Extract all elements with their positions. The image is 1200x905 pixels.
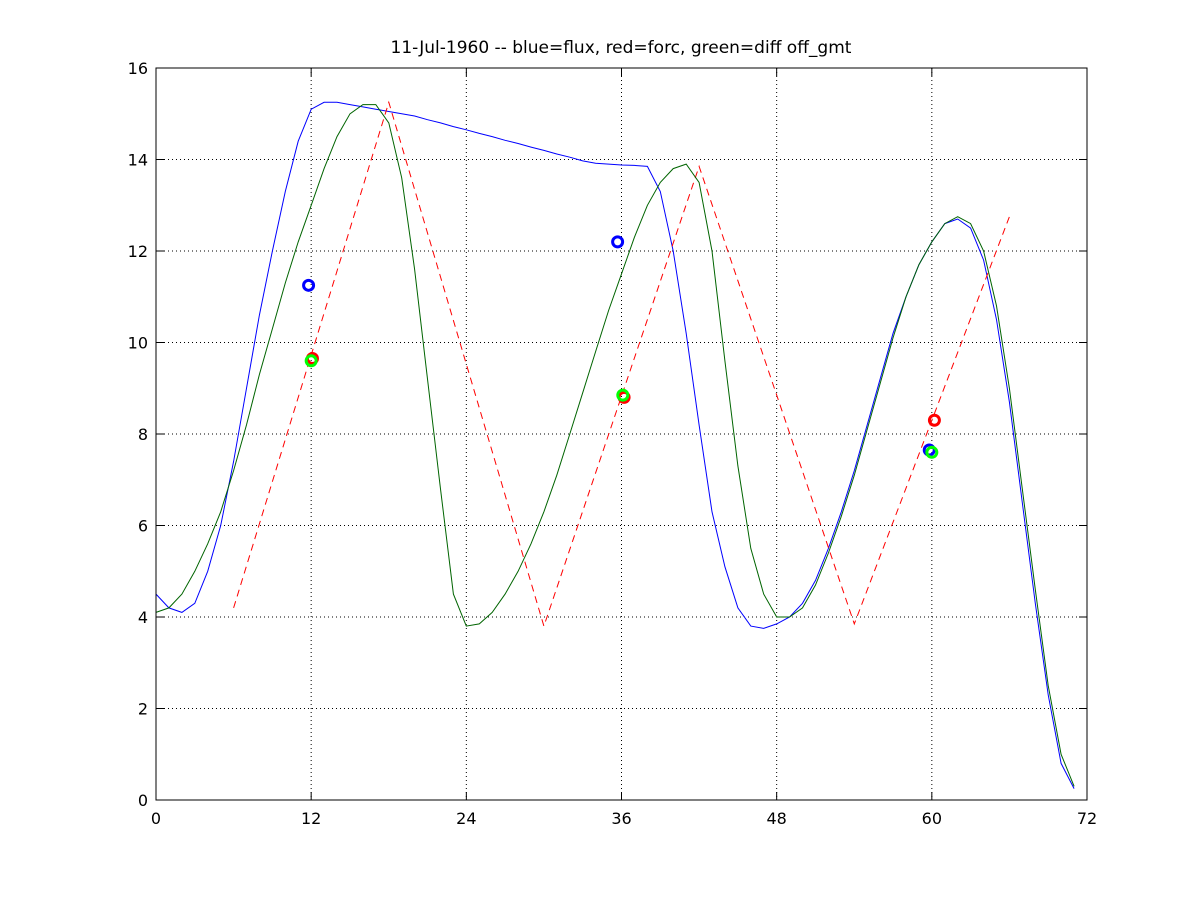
data-marker [616,388,630,402]
chart-title: 11-Jul-1960 -- blue=flux, red=forc, gree… [391,38,852,58]
x-tick-label: 36 [611,809,631,828]
x-tick-label: 24 [456,809,476,828]
series-line-3 [155,104,1075,787]
data-marker [611,235,625,249]
data-marker [927,413,941,427]
x-tick-label: 0 [151,809,161,828]
marker-layer [302,235,941,459]
data-marker [925,445,939,459]
x-tick-label: 12 [301,809,321,828]
data-marker [304,354,318,368]
data-marker [302,278,316,292]
y-tick-label: 6 [138,517,148,536]
y-tick-label: 12 [128,242,148,261]
x-tick-label: 72 [1077,809,1097,828]
y-tick-label: 4 [138,608,148,627]
y-tick-label: 10 [128,334,148,353]
y-tick-label: 2 [138,700,148,719]
y-tick-label: 0 [138,791,148,810]
x-tick-label: 48 [766,809,786,828]
y-tick-label: 8 [138,425,148,444]
series-line-2 [233,100,1010,628]
x-tick-label: 60 [922,809,942,828]
y-tick-label: 14 [128,151,148,170]
series-layer [155,100,1075,789]
y-tick-label: 16 [128,59,148,78]
